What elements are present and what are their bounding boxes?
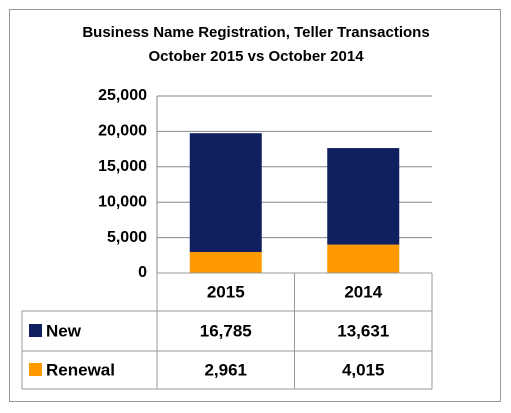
table-value: 2,961 — [204, 360, 247, 379]
y-tick-label: 5,000 — [107, 229, 147, 246]
legend-label: Renewal — [46, 360, 115, 379]
y-tick-label: 15,000 — [98, 158, 147, 175]
bar-segment — [327, 244, 400, 273]
bar-segment — [189, 133, 262, 253]
table-value: 13,631 — [337, 321, 389, 340]
y-tick-label: 20,000 — [98, 123, 147, 140]
x-tick-label: 2014 — [344, 282, 382, 301]
table-value: 4,015 — [342, 360, 385, 379]
bar-segment — [327, 148, 400, 245]
chart-subtitle: October 2015 vs October 2014 — [148, 48, 364, 65]
legend-swatch — [29, 324, 42, 337]
bar-segment — [189, 252, 262, 273]
y-tick-label: 0 — [138, 264, 147, 281]
legend-label: New — [46, 321, 82, 340]
table-value: 16,785 — [200, 321, 252, 340]
y-tick-label: 25,000 — [98, 87, 147, 104]
y-tick-label: 10,000 — [98, 193, 147, 210]
chart-title: Business Name Registration, Teller Trans… — [82, 24, 429, 41]
x-tick-label: 2015 — [207, 282, 245, 301]
legend-swatch — [29, 363, 42, 376]
